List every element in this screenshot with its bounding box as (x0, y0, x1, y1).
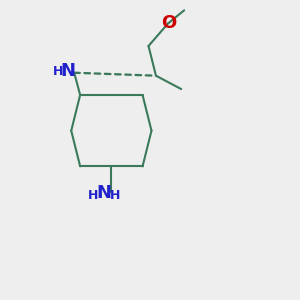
Text: H: H (110, 189, 120, 202)
Text: N: N (60, 62, 75, 80)
Text: N: N (96, 184, 111, 202)
Text: H: H (53, 65, 63, 78)
Text: O: O (161, 14, 176, 32)
Text: H: H (87, 189, 98, 202)
